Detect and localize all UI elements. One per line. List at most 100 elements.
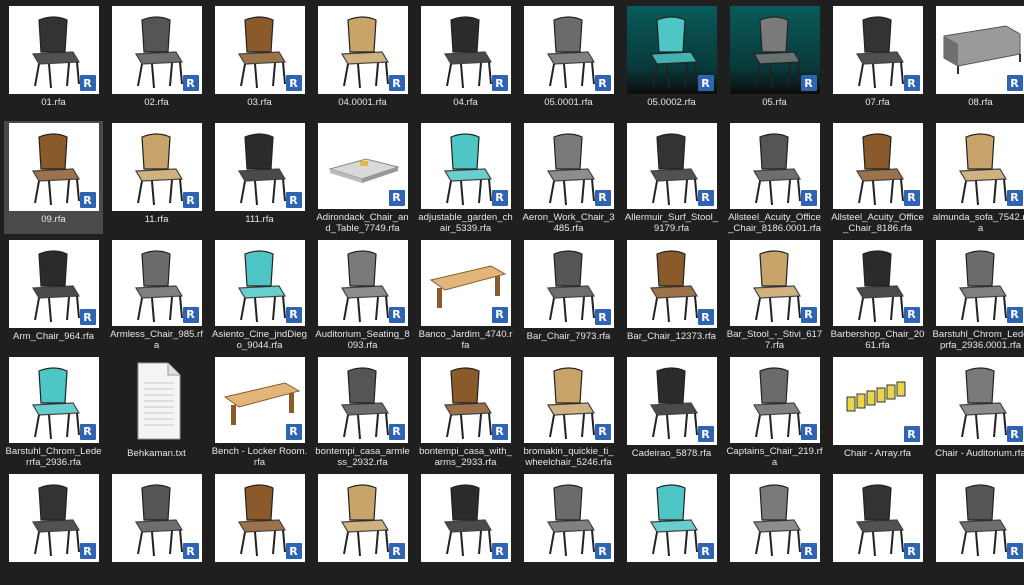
file-item[interactable]: R 05.rfa <box>725 4 824 117</box>
file-item[interactable]: R <box>313 472 412 585</box>
file-thumbnail: R <box>318 123 408 209</box>
file-item[interactable]: R Arm_Chair_964.rfa <box>4 238 103 351</box>
file-thumbnail: R <box>215 474 305 562</box>
file-thumbnail: R <box>627 357 717 445</box>
file-name: 11.rfa <box>109 214 205 226</box>
file-thumbnail: R <box>730 357 820 443</box>
file-item[interactable]: R 111.rfa <box>210 121 309 234</box>
file-item[interactable]: R <box>622 472 721 585</box>
file-name: Barstuhl_Chrom_Ledерrfa_2936.0001.rfa <box>933 329 1024 351</box>
file-name: 111.rfa <box>212 214 308 226</box>
file-item[interactable]: R <box>519 472 618 585</box>
file-name: Behkaman.txt <box>109 448 205 460</box>
file-thumbnail: R <box>833 240 923 326</box>
file-item[interactable]: R <box>931 472 1024 585</box>
revit-badge-icon: R <box>286 192 302 208</box>
file-item[interactable]: R <box>828 472 927 585</box>
file-name: Barstuhl_Chrom_Lederrfa_2936.rfa <box>6 446 102 468</box>
revit-badge-icon: R <box>1007 543 1023 559</box>
file-thumbnail: R <box>524 240 614 328</box>
revit-badge-icon: R <box>801 75 817 91</box>
file-item[interactable]: R <box>210 472 309 585</box>
file-item[interactable]: R <box>725 472 824 585</box>
revit-badge-icon: R <box>492 190 508 206</box>
revit-badge-icon: R <box>698 543 714 559</box>
revit-badge-icon: R <box>492 307 508 323</box>
file-item[interactable]: R <box>4 472 103 585</box>
file-item[interactable]: R 04.rfa <box>416 4 515 117</box>
file-thumbnail: R <box>215 123 305 211</box>
revit-badge-icon: R <box>801 543 817 559</box>
file-thumbnail: R <box>730 6 820 94</box>
revit-badge-icon: R <box>1007 190 1023 206</box>
revit-badge-icon: R <box>595 424 611 440</box>
file-thumbnail: R <box>524 6 614 94</box>
file-name: bromakin_quickie_ti_wheelchair_5246.rfa <box>521 446 617 468</box>
file-item[interactable]: R Banco_Jardim_4740.rfa <box>416 238 515 351</box>
revit-badge-icon: R <box>389 543 405 559</box>
file-item[interactable]: R Barbershop_Chair_2061.rfa <box>828 238 927 351</box>
file-thumbnail <box>112 357 202 445</box>
revit-badge-icon: R <box>286 543 302 559</box>
file-name: Banco_Jardim_4740.rfa <box>418 329 514 351</box>
revit-badge-icon: R <box>595 75 611 91</box>
file-thumbnail: R <box>936 474 1024 562</box>
revit-badge-icon: R <box>801 190 817 206</box>
file-name: Asiento_Cine_jndDiego_9044.rfa <box>212 329 308 351</box>
file-thumbnail: R <box>421 123 511 209</box>
file-thumbnail: R <box>9 6 99 94</box>
revit-badge-icon: R <box>286 424 302 440</box>
file-name: 04.0001.rfa <box>315 97 411 109</box>
file-name: Barbershop_Chair_2061.rfa <box>830 329 926 351</box>
file-name: 05.rfa <box>727 97 823 109</box>
file-thumbnail: R <box>524 357 614 443</box>
revit-badge-icon: R <box>80 75 96 91</box>
file-thumbnail: R <box>421 357 511 443</box>
file-thumbnail: R <box>112 6 202 94</box>
file-item[interactable]: Behkaman.txt <box>107 355 206 468</box>
revit-badge-icon: R <box>492 75 508 91</box>
revit-badge-icon: R <box>80 309 96 325</box>
revit-badge-icon: R <box>595 309 611 325</box>
file-name: 08.rfa <box>933 97 1024 109</box>
revit-badge-icon: R <box>492 543 508 559</box>
file-thumbnail: R <box>9 474 99 562</box>
file-item[interactable]: R <box>416 472 515 585</box>
file-item[interactable]: R <box>107 472 206 585</box>
file-name: 04.rfa <box>418 97 514 109</box>
file-name: Arm_Chair_964.rfa <box>6 331 102 343</box>
